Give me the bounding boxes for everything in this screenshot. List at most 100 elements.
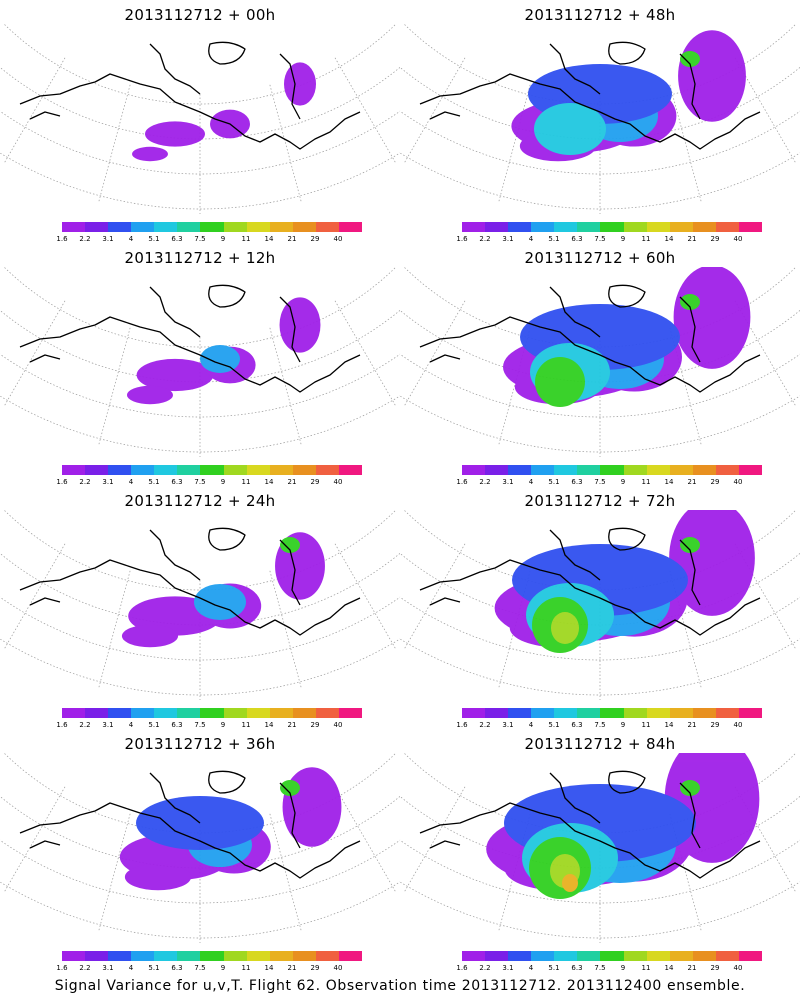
colorbar-swatch — [62, 222, 86, 232]
colorbar-tick-label: 21 — [287, 235, 297, 243]
colorbar-swatch — [646, 222, 670, 232]
map-panel: 2013112712 + 60h 1.6 2.2 3.1 4 5.1 6.3 7.5 9 11 14… — [400, 243, 800, 488]
polar-map — [0, 24, 400, 214]
colorbar-tick-label: 11 — [241, 478, 251, 486]
colorbar — [462, 951, 763, 961]
polar-map — [0, 510, 400, 700]
colorbar-swatch — [269, 708, 293, 718]
colorbar-swatch — [554, 708, 578, 718]
colorbar-swatch — [462, 222, 486, 232]
colorbar-swatch — [623, 465, 647, 475]
graticule — [0, 753, 400, 943]
variance-field — [486, 753, 760, 899]
colorbar-tick-label: 29 — [310, 964, 320, 972]
colorbar-swatch — [692, 708, 716, 718]
colorbar-swatch — [108, 222, 132, 232]
colorbar-tick-label: 11 — [641, 235, 651, 243]
colorbar-swatch — [577, 951, 601, 961]
colorbar-swatch — [485, 222, 509, 232]
colorbar-ticks: 1.6 2.2 3.1 4 5.1 6.3 7.5 9 11 14 21 29 40 — [52, 235, 372, 245]
colorbar-tick-label: 5.1 — [548, 964, 560, 972]
colorbar-tick-label: 5.1 — [148, 235, 160, 243]
colorbar-swatch — [223, 465, 247, 475]
colorbar-tick-label: 29 — [710, 478, 720, 486]
colorbar-tick-label: 2.2 — [79, 964, 91, 972]
colorbar-swatch — [85, 951, 109, 961]
colorbar-tick-label: 14 — [664, 478, 674, 486]
colorbar-tick-label: 40 — [733, 478, 743, 486]
coastline — [19, 770, 361, 879]
colorbar-swatch — [623, 222, 647, 232]
colorbar-tick-label: 9 — [220, 964, 226, 972]
variance-field — [121, 532, 325, 648]
colorbar-swatch — [62, 708, 86, 718]
colorbar-swatch — [246, 951, 270, 961]
coastline — [19, 527, 361, 636]
colorbar-swatch — [462, 951, 486, 961]
colorbar — [62, 708, 363, 718]
colorbar-swatch — [269, 222, 293, 232]
colorbar-tick-label: 4 — [128, 721, 134, 729]
colorbar-tick-label: 21 — [287, 964, 297, 972]
colorbar-tick-label: 40 — [733, 235, 743, 243]
colorbar-swatch — [485, 465, 509, 475]
colorbar-tick-label: 11 — [641, 478, 651, 486]
map-panel: 2013112712 + 84h 1.6 2.2 3.1 4 5.1 6.3 7.5 9 11 14… — [400, 729, 800, 974]
colorbar-tick-label: 2.2 — [79, 721, 91, 729]
colorbar-tick-label: 7.5 — [594, 964, 606, 972]
colorbar-tick-label: 5.1 — [148, 721, 160, 729]
colorbar-tick-label: 9 — [620, 478, 626, 486]
panel-title: 2013112712 + 36h — [124, 735, 276, 753]
colorbar-tick-label: 40 — [333, 478, 343, 486]
colorbar-swatch — [338, 708, 363, 718]
colorbar-swatch — [200, 222, 224, 232]
colorbar-tick-label: 4 — [528, 478, 534, 486]
colorbar-tick-label: 4 — [128, 964, 134, 972]
colorbar-swatch — [508, 951, 532, 961]
colorbar-tick-label: 3.1 — [102, 235, 114, 243]
graticule — [0, 510, 400, 700]
panel-title: 2013112712 + 48h — [524, 6, 676, 24]
colorbar-swatch — [269, 951, 293, 961]
colorbar-tick-label: 9 — [220, 721, 226, 729]
colorbar-swatch — [669, 708, 693, 718]
colorbar-swatch — [246, 708, 270, 718]
colorbar-swatch — [177, 951, 201, 961]
colorbar-tick-label: 5.1 — [148, 964, 160, 972]
colorbar-tick-label: 21 — [687, 478, 697, 486]
colorbar-tick-label: 7.5 — [194, 721, 206, 729]
colorbar-tick-label: 7.5 — [194, 478, 206, 486]
colorbar-tick-label: 40 — [333, 721, 343, 729]
colorbar-swatch — [554, 222, 578, 232]
colorbar-swatch — [131, 951, 155, 961]
colorbar-swatch — [600, 951, 624, 961]
colorbar-swatch — [315, 951, 339, 961]
colorbar-swatch — [338, 465, 363, 475]
colorbar-swatch — [315, 222, 339, 232]
colorbar-tick-label: 1.6 — [56, 964, 68, 972]
colorbar-swatch — [62, 465, 86, 475]
colorbar-swatch — [108, 465, 132, 475]
colorbar-tick-label: 2.2 — [479, 964, 491, 972]
colorbar-swatch — [462, 465, 486, 475]
colorbar-tick-label: 1.6 — [456, 478, 468, 486]
colorbar-tick-label: 14 — [664, 964, 674, 972]
colorbar-tick-label: 3.1 — [102, 478, 114, 486]
colorbar-swatch — [485, 951, 509, 961]
colorbar-swatch — [108, 951, 132, 961]
colorbar-tick-label: 5.1 — [548, 235, 560, 243]
colorbar-tick-label: 29 — [310, 721, 320, 729]
map-panel: 2013112712 + 00h 1.6 2.2 3.1 4 5.1 6.3 7.5 9 11 14… — [0, 0, 400, 245]
colorbar-tick-label: 3.1 — [502, 235, 514, 243]
colorbar — [62, 951, 363, 961]
colorbar-tick-label: 11 — [241, 235, 251, 243]
colorbar-swatch — [669, 951, 693, 961]
colorbar-tick-label: 29 — [710, 721, 720, 729]
colorbar-tick-label: 14 — [264, 964, 274, 972]
variance-field — [119, 767, 342, 891]
colorbar-swatch — [292, 951, 316, 961]
colorbar-tick-label: 14 — [664, 235, 674, 243]
colorbar-swatch — [177, 708, 201, 718]
colorbar-swatch — [292, 708, 316, 718]
colorbar — [462, 222, 763, 232]
